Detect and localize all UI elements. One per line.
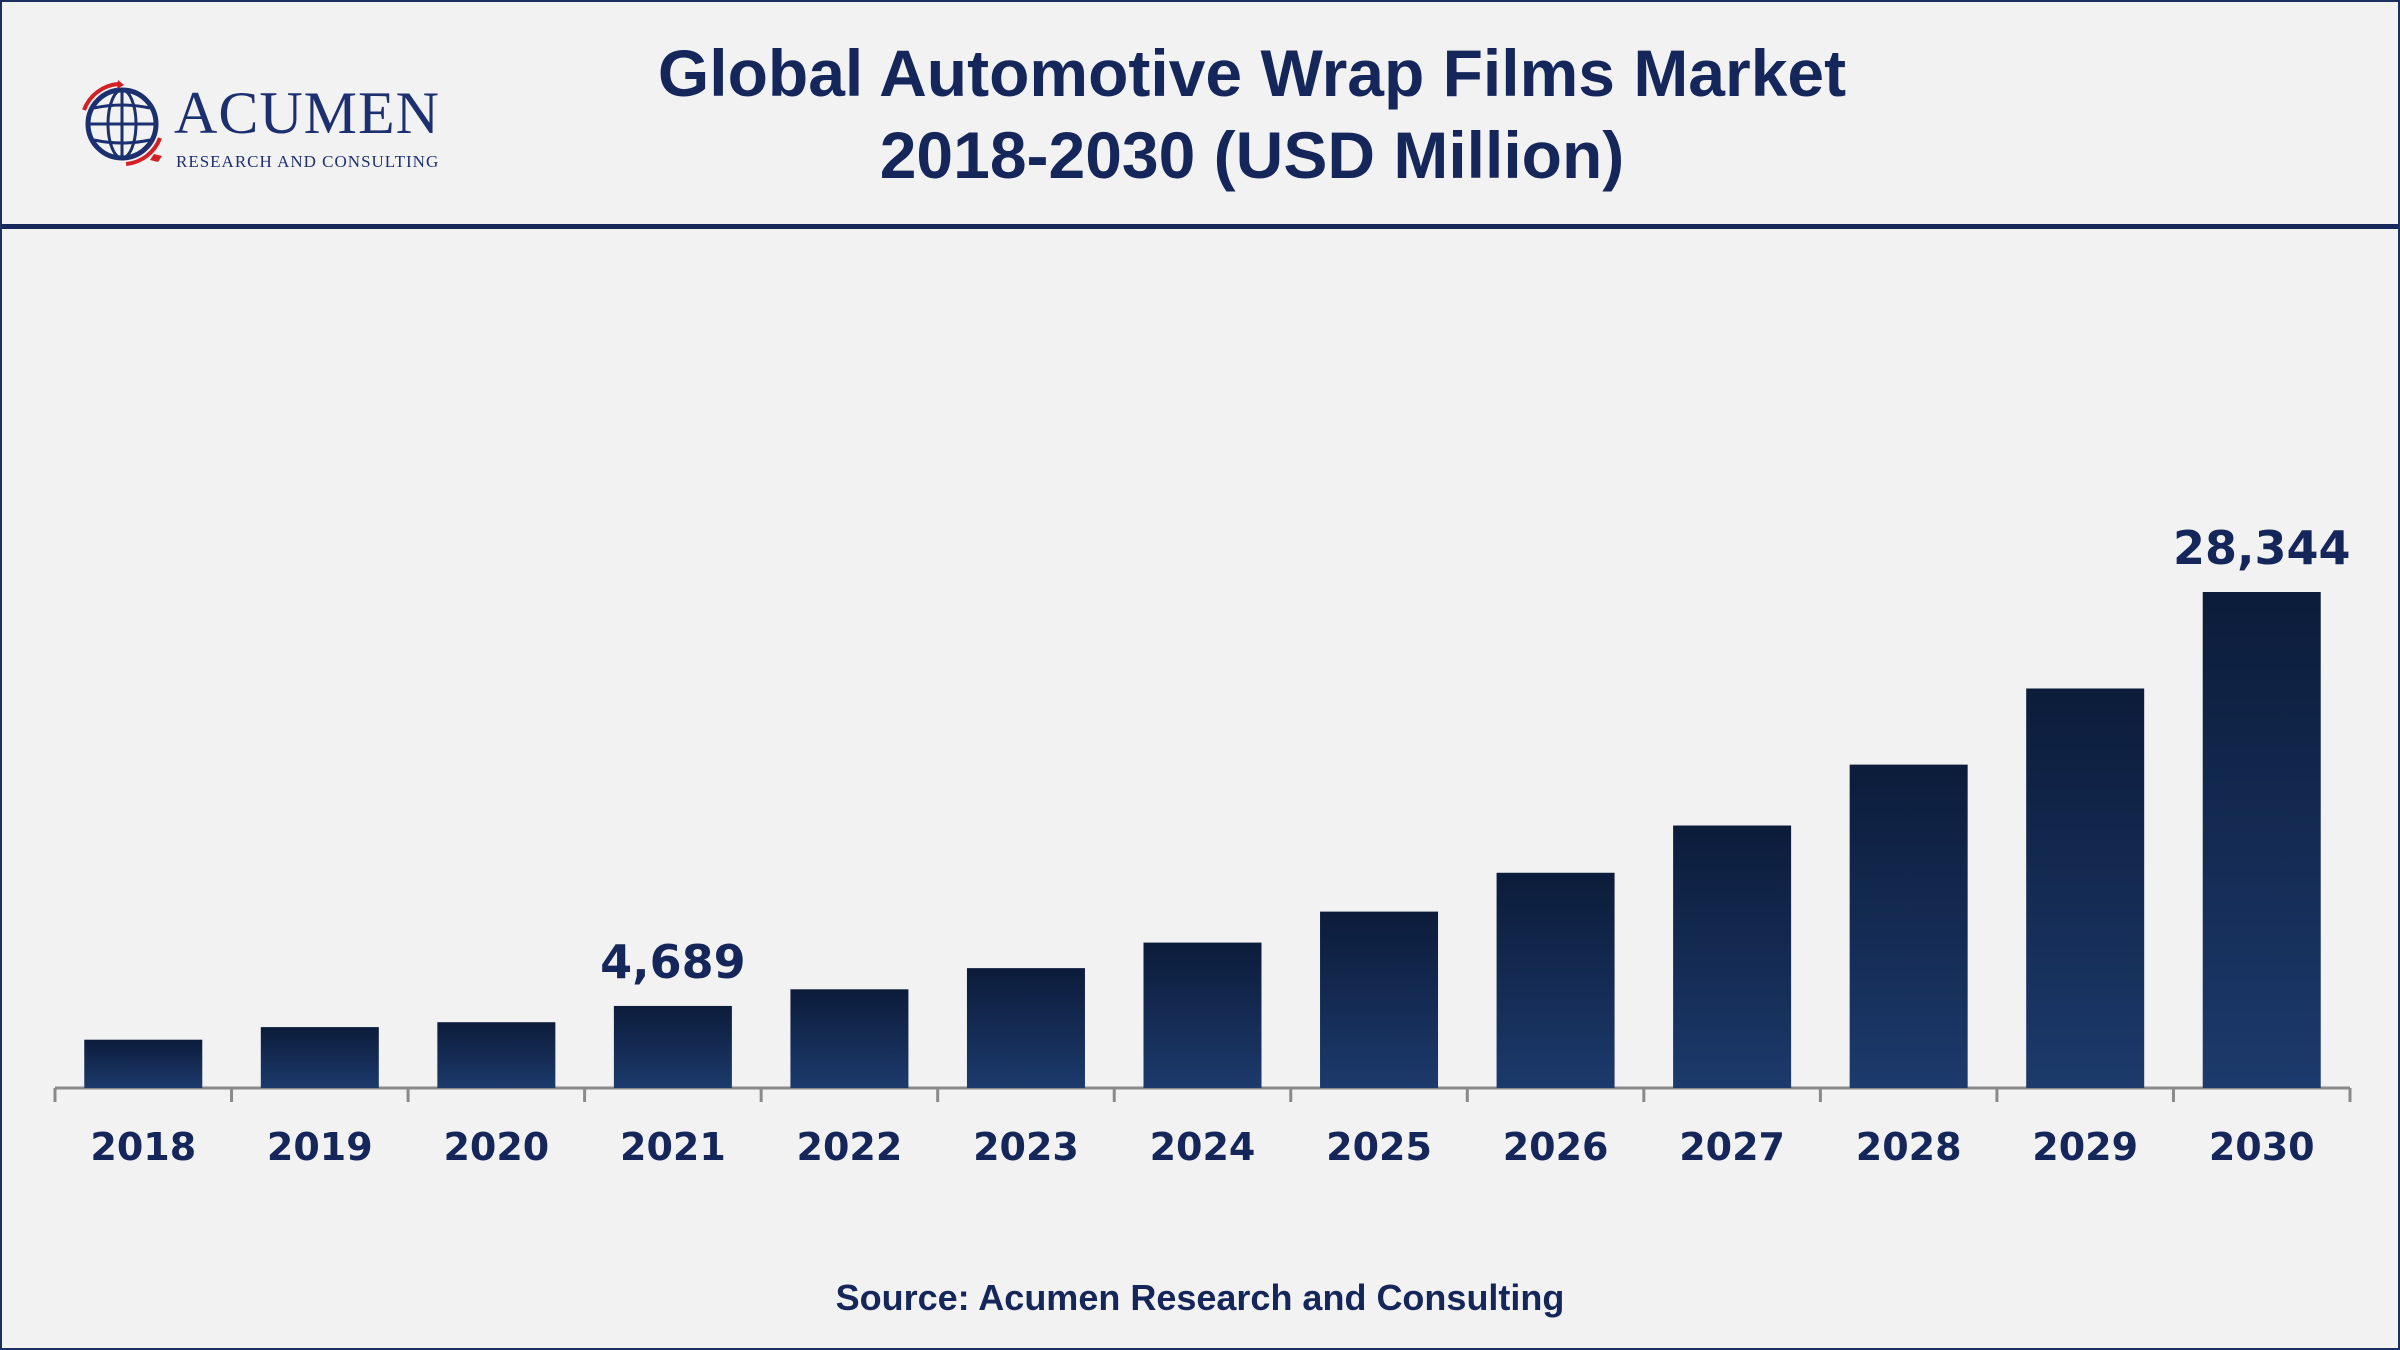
logo-name: ACUMEN <box>174 80 441 146</box>
bar-2023 <box>966 968 1085 1088</box>
x-tick-label-2023: 2023 <box>973 1125 1079 1169</box>
x-tick-label-2018: 2018 <box>90 1125 196 1169</box>
source-note: Source: Acumen Research and Consulting <box>835 1277 1565 1318</box>
chart-title-line1: Global Automotive Wrap Films Market <box>657 36 1847 110</box>
x-tick-label-2030: 2030 <box>2209 1125 2315 1169</box>
chart-title-line2: 2018-2030 (USD Million) <box>879 118 1625 192</box>
x-tick-label-2019: 2019 <box>267 1125 373 1169</box>
bar-2024 <box>1143 942 1262 1088</box>
x-tick-label-2028: 2028 <box>1856 1125 1962 1169</box>
x-tick-label-2026: 2026 <box>1503 1125 1609 1169</box>
header: ACUMEN RESEARCH AND CONSULTING Global Au… <box>2 2 2398 229</box>
globe-icon <box>82 80 162 166</box>
logo: ACUMEN RESEARCH AND CONSULTING <box>78 76 458 176</box>
bar-2018 <box>84 1039 203 1088</box>
bar-2020 <box>437 1022 556 1088</box>
logo-subtitle: RESEARCH AND CONSULTING <box>176 152 440 171</box>
x-tick-label-2024: 2024 <box>1150 1125 1256 1169</box>
data-label-2030: 28,344 <box>2173 521 2351 575</box>
x-tick-label-2027: 2027 <box>1679 1125 1785 1169</box>
chart-title: Global Automotive Wrap Films Market 2018… <box>452 32 2052 196</box>
bar-2028 <box>1849 764 1968 1088</box>
bar-2025 <box>1320 911 1439 1088</box>
x-tick-label-2029: 2029 <box>2032 1125 2138 1169</box>
x-tick-label-2022: 2022 <box>797 1125 903 1169</box>
bar-2026 <box>1496 872 1615 1088</box>
bar-2021 <box>613 1005 732 1088</box>
bar-2029 <box>2026 688 2145 1088</box>
bar-2019 <box>260 1027 379 1088</box>
bar-2030 <box>2202 592 2321 1088</box>
x-tick-label-2020: 2020 <box>443 1125 549 1169</box>
bar-chart: 2018 2019 2020 2021 4,689 2022 2023 2024 2025 202… <box>53 521 2352 1169</box>
x-tick-label-2025: 2025 <box>1326 1125 1432 1169</box>
bar-2022 <box>790 989 909 1088</box>
bar-2027 <box>1673 825 1792 1088</box>
data-label-2021: 4,689 <box>600 935 746 989</box>
x-tick-label-2021: 2021 <box>620 1125 726 1169</box>
